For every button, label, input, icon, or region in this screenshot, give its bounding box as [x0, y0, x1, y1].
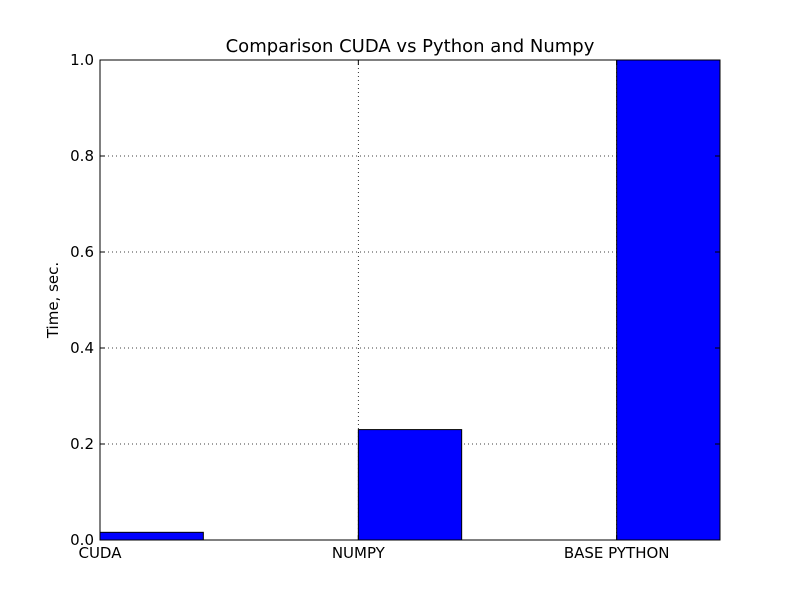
chart-title: Comparison CUDA vs Python and Numpy — [226, 36, 595, 57]
bar-cuda — [99, 531, 204, 541]
y-tick-label: 0.2 — [70, 435, 94, 453]
y-tick-label: 1.0 — [70, 51, 94, 69]
bars — [99, 59, 721, 541]
bar-numpy — [357, 429, 463, 541]
y-axis-label: Time, sec. — [44, 262, 62, 339]
y-tick-label: 0.6 — [70, 243, 94, 261]
plot-frame — [99, 59, 721, 541]
x-tick-label: NUMPY — [332, 544, 386, 562]
y-tick-label: 0.4 — [70, 339, 94, 357]
x-tick-label: CUDA — [78, 544, 122, 562]
y-tick-label: 0.0 — [70, 531, 94, 549]
bar-base-python — [616, 59, 721, 541]
y-tick-label: 0.8 — [70, 147, 94, 165]
axis-ticks: 0.0 0.2 0.4 0.6 0.8 1.0 CUDA NUMPY BASE PYTHON — [70, 51, 720, 562]
x-tick-label: BASE PYTHON — [564, 544, 670, 562]
